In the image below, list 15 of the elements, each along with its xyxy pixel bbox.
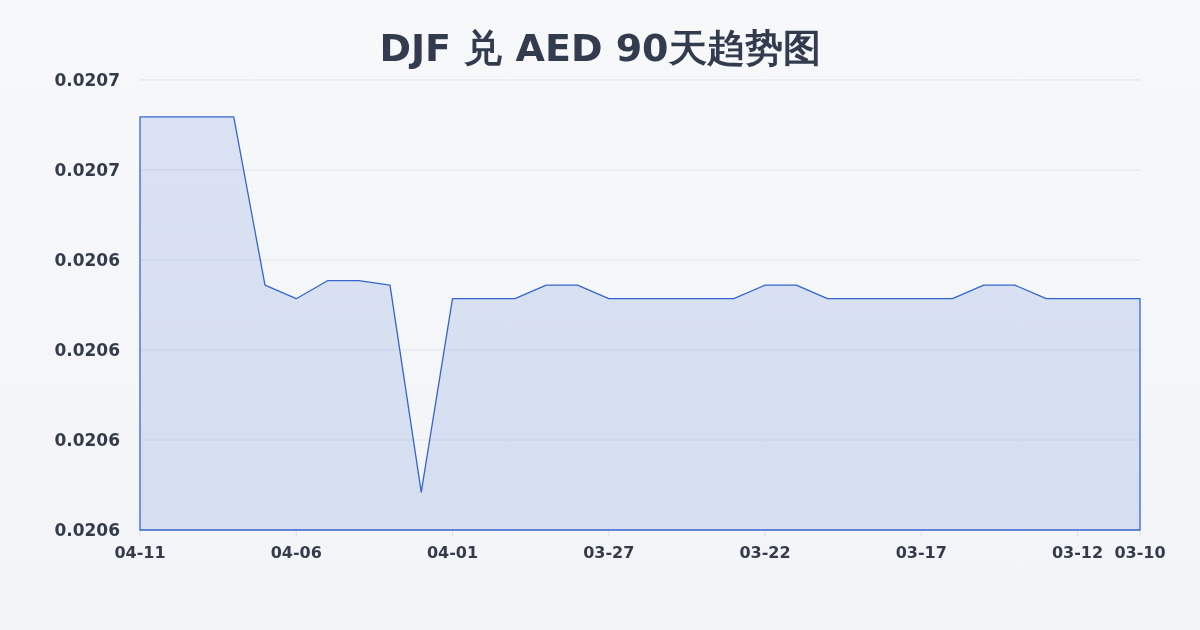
x-tick-label: 03-17 bbox=[895, 543, 947, 562]
x-tick-label: 03-22 bbox=[739, 543, 791, 562]
x-tick-label: 04-06 bbox=[270, 543, 322, 562]
y-tick-label: 0.0206 bbox=[54, 250, 120, 270]
title: DJF 兑 AED 90天趋势图 bbox=[379, 26, 821, 70]
x-tick-label: 04-01 bbox=[426, 543, 479, 562]
x-tick-label: 03-12 bbox=[1051, 543, 1104, 562]
y-tick-label: 0.0207 bbox=[54, 160, 120, 180]
y-tick-label: 0.0206 bbox=[54, 340, 120, 360]
y-tick-label: 0.0206 bbox=[54, 430, 120, 450]
x-tick-label: 03-10 bbox=[1114, 543, 1166, 562]
y-tick-label: 0.0206 bbox=[54, 520, 120, 540]
y-tick-label: 0.0207 bbox=[54, 70, 120, 90]
x-tick-label: 03-27 bbox=[583, 543, 635, 562]
x-tick-label: 04-11 bbox=[114, 543, 166, 562]
